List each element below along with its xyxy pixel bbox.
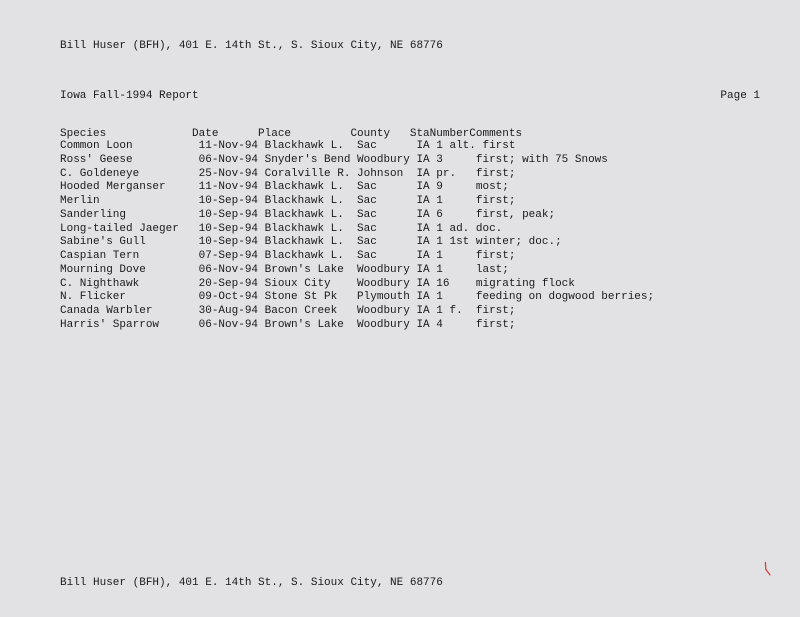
page-footer: Bill Huser (BFH), 401 E. 14th St., S. Si… bbox=[60, 577, 443, 589]
table-row: Harris' Sparrow 06-Nov-94 Brown's Lake W… bbox=[60, 319, 760, 333]
author-line-bottom: Bill Huser (BFH), 401 E. 14th St., S. Si… bbox=[60, 577, 443, 589]
table-row: Canada Warbler 30-Aug-94 Bacon Creek Woo… bbox=[60, 305, 760, 319]
table-row: Hooded Merganser 11-Nov-94 Blackhawk L. … bbox=[60, 181, 760, 195]
table-row: Common Loon 11-Nov-94 Blackhawk L. Sac I… bbox=[60, 140, 760, 154]
page-number: Page 1 bbox=[720, 90, 760, 102]
report-title-left: Iowa Fall-1994 Report bbox=[60, 90, 199, 102]
column-headers: Species Date Place County StaNumberComme… bbox=[60, 128, 760, 140]
table-row: Merlin 10-Sep-94 Blackhawk L. Sac IA 1 f… bbox=[60, 195, 760, 209]
table-row: N. Flicker 09-Oct-94 Stone St Pk Plymout… bbox=[60, 291, 760, 305]
page-header: Bill Huser (BFH), 401 E. 14th St., S. Si… bbox=[60, 40, 760, 52]
table-row: C. Nighthawk 20-Sep-94 Sioux City Woodbu… bbox=[60, 278, 760, 292]
table-row: C. Goldeneye 25-Nov-94 Coralville R. Joh… bbox=[60, 168, 760, 182]
red-mark: ⟨ bbox=[759, 558, 775, 580]
table-row: Sabine's Gull 10-Sep-94 Blackhawk L. Sac… bbox=[60, 236, 760, 250]
report-title-row: Iowa Fall-1994 Report Page 1 bbox=[60, 90, 760, 102]
table-row: Ross' Geese 06-Nov-94 Snyder's Bend Wood… bbox=[60, 154, 760, 168]
data-rows: Common Loon 11-Nov-94 Blackhawk L. Sac I… bbox=[60, 140, 760, 333]
author-line-top: Bill Huser (BFH), 401 E. 14th St., S. Si… bbox=[60, 40, 443, 52]
table-row: Mourning Dove 06-Nov-94 Brown's Lake Woo… bbox=[60, 264, 760, 278]
table-row: Sanderling 10-Sep-94 Blackhawk L. Sac IA… bbox=[60, 209, 760, 223]
table-row: Long-tailed Jaeger 10-Sep-94 Blackhawk L… bbox=[60, 223, 760, 237]
table-row: Caspian Tern 07-Sep-94 Blackhawk L. Sac … bbox=[60, 250, 760, 264]
